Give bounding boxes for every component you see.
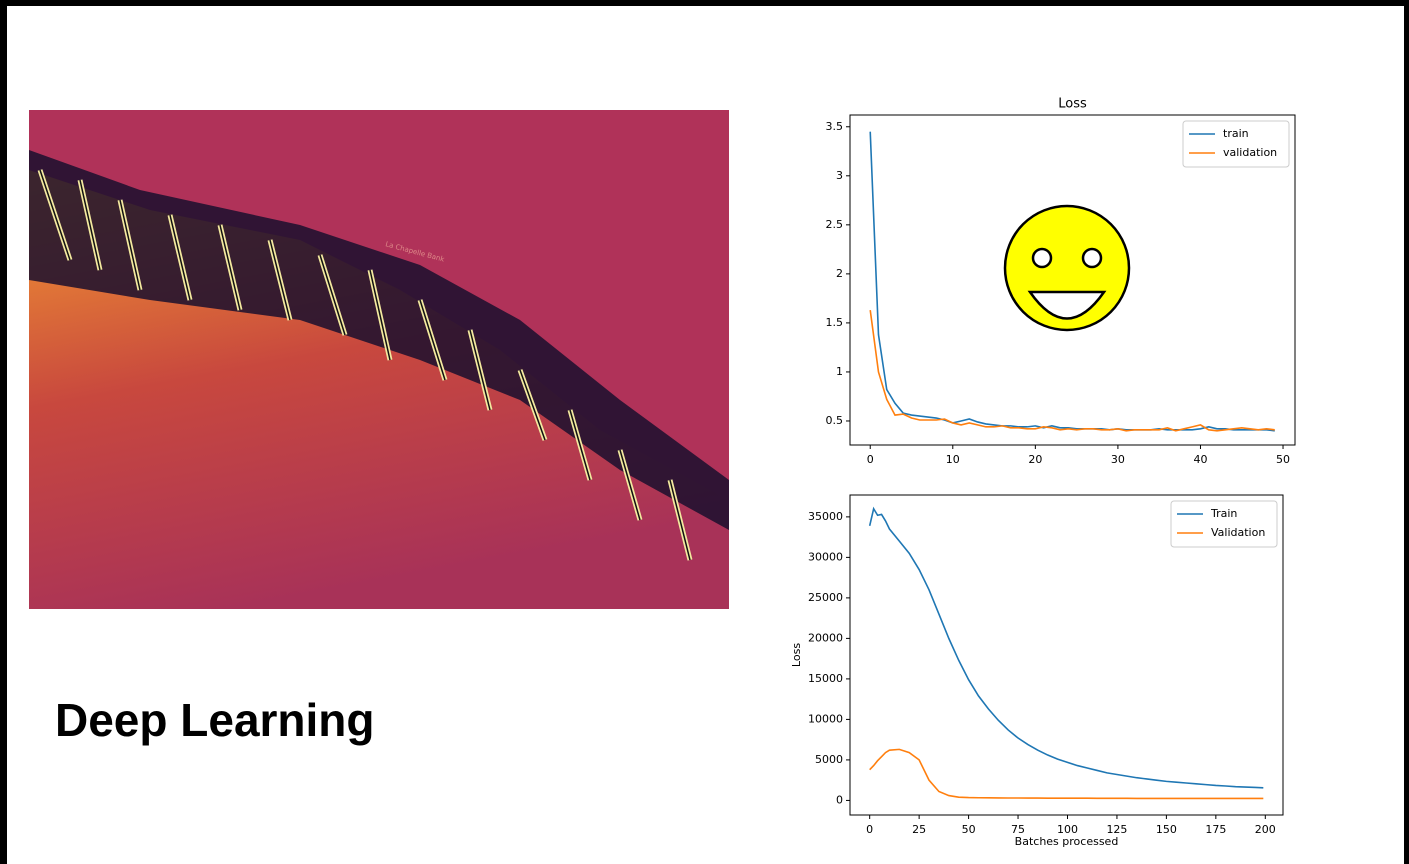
y-tick-label: 1.5 xyxy=(826,316,844,329)
y-tick-label: 35000 xyxy=(808,510,843,523)
x-tick-label: 10 xyxy=(946,453,960,466)
y-tick-label: 1 xyxy=(836,365,843,378)
y-tick-label: 0.5 xyxy=(826,414,844,427)
slide: La Chapelle Bank Deep Learning Loss 0.5 1 1… xyxy=(0,0,1409,864)
x-tick-label: 0 xyxy=(866,823,873,836)
y-tick-label: 3 xyxy=(836,169,843,182)
y-tick-label: 30000 xyxy=(808,550,843,563)
series-line xyxy=(870,509,1264,788)
x-axis-label: Batches processed xyxy=(1015,835,1119,848)
x-tick-label: 200 xyxy=(1255,823,1276,836)
y-tick-label: 2 xyxy=(836,267,843,280)
y-tick-label: 20000 xyxy=(808,631,843,644)
y-tick-label: 2.5 xyxy=(826,218,844,231)
page: La Chapelle Bank Deep Learning Loss 0.5 1 1… xyxy=(0,0,1409,864)
legend-label: Train xyxy=(1210,507,1237,520)
y-tick-label: 15000 xyxy=(808,672,843,685)
map-image: La Chapelle Bank xyxy=(29,110,729,609)
x-tick-label: 175 xyxy=(1205,823,1226,836)
x-tick-label: 50 xyxy=(962,823,976,836)
legend-label: train xyxy=(1223,127,1249,140)
y-tick-label: 3.5 xyxy=(826,120,844,133)
x-tick-label: 0 xyxy=(867,453,874,466)
y-tick-label: 0 xyxy=(836,793,843,806)
legend-label: validation xyxy=(1223,146,1277,159)
x-tick-label: 40 xyxy=(1193,453,1207,466)
x-tick-label: 50 xyxy=(1276,453,1290,466)
x-tick-label: 150 xyxy=(1156,823,1177,836)
chart: 0 5000 10000 15000 20000 25000 30000 35000 0 25 50… xyxy=(790,495,1283,848)
y-tick-label: 5000 xyxy=(815,753,843,766)
smiley xyxy=(1005,206,1129,330)
y-tick-label: 10000 xyxy=(808,712,843,725)
series-line xyxy=(870,749,1264,798)
x-tick-label: 25 xyxy=(912,823,926,836)
x-tick-label: 30 xyxy=(1111,453,1125,466)
y-axis-label: Loss xyxy=(790,643,803,667)
x-tick-label: 20 xyxy=(1028,453,1042,466)
chart-title: Loss xyxy=(1058,97,1087,112)
slide-title: Deep Learning xyxy=(55,694,375,746)
legend-label: Validation xyxy=(1211,526,1265,539)
y-tick-label: 25000 xyxy=(808,591,843,604)
